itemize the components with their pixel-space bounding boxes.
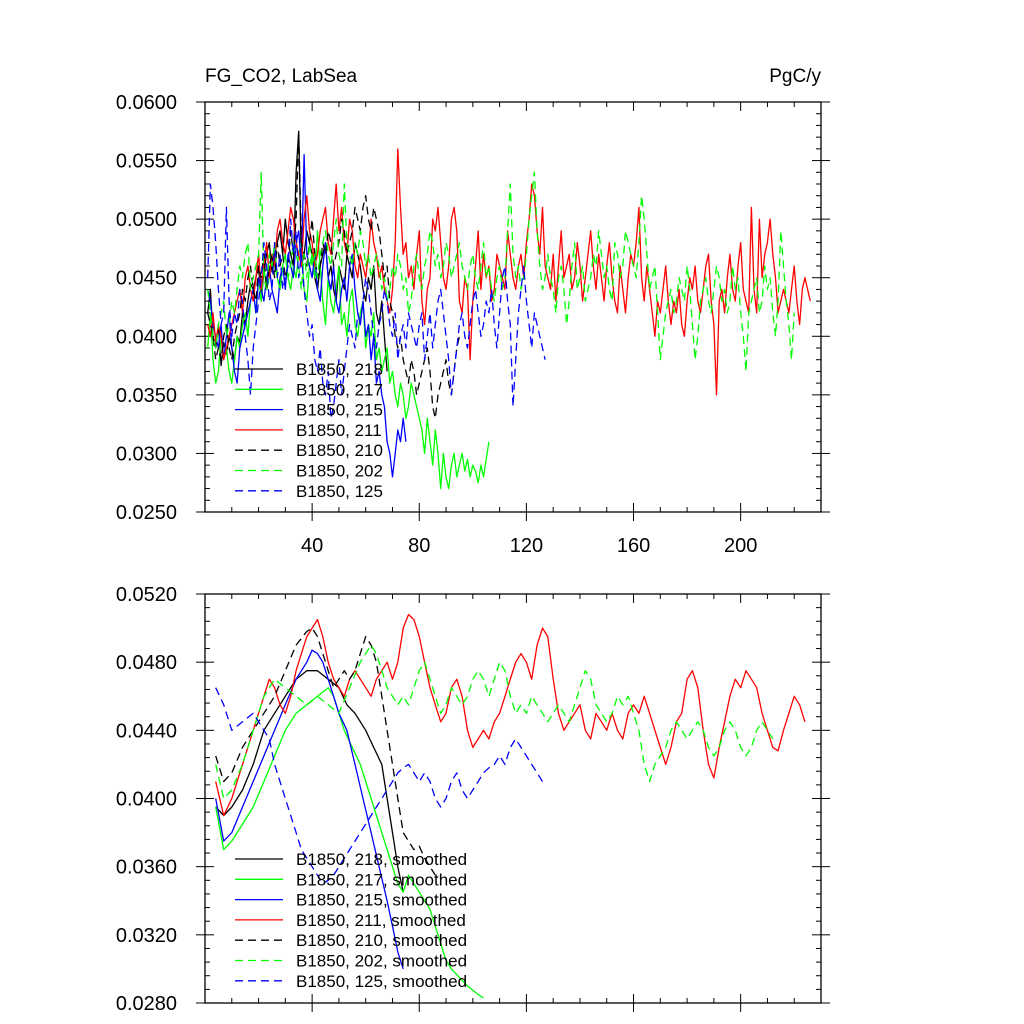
top-legend-label: B1850, 210 (296, 441, 383, 460)
bottom-legend-label: B1850, 210, smoothed (296, 931, 467, 950)
bottom-axes: 0.0280 0.0320 0.0360 0.0400 0.0440 0.0480 0.05… (116, 584, 830, 1015)
bottom-series-line-5 (215, 627, 436, 876)
bottom-y-tick-label: 0.0280 (116, 993, 177, 1015)
top-y-tick-label: 0.0400 (116, 326, 177, 348)
top-legend-label: B1850, 215 (296, 401, 383, 420)
bottom-y-tick-label: 0.0360 (116, 857, 177, 879)
bottom-y-tick-label: 0.0520 (116, 584, 177, 606)
top-y-tick-label: 0.0350 (116, 385, 177, 407)
top-legend-label: B1850, 211 (296, 421, 382, 440)
top-series-line-6 (207, 171, 795, 373)
top-series-line-3 (207, 154, 407, 478)
bottom-series-line-4 (215, 613, 806, 817)
top-y-tick-label: 0.0500 (116, 209, 177, 231)
top-x-tick-label: 80 (408, 535, 430, 557)
top-series-line-4 (207, 148, 811, 396)
top-x-tick-label: 200 (724, 535, 757, 557)
top-chart-units: PgC/y (769, 66, 821, 87)
top-legend-label: B1850, 125 (296, 482, 383, 501)
bottom-chart-panel: 0.0280 0.0320 0.0360 0.0400 0.0440 0.0480 0.05… (116, 584, 830, 1015)
top-series-line-5 (207, 130, 461, 419)
bottom-series-line-6 (215, 644, 774, 800)
top-legend-label: B1850, 217 (296, 380, 383, 399)
top-x-tick-label: 160 (617, 535, 650, 557)
bottom-series-line-2 (215, 687, 484, 999)
top-series-line-7 (207, 183, 546, 419)
bottom-series-line-3 (215, 649, 404, 970)
top-legend-label: B1850, 218 (296, 360, 383, 379)
bottom-legend-label: B1850, 215, smoothed (296, 891, 467, 910)
bottom-y-tick-label: 0.0480 (116, 652, 177, 674)
top-chart-title: FG_CO2, LabSea (205, 66, 358, 87)
bottom-legend-label: B1850, 217, smoothed (296, 870, 467, 889)
top-y-tick-label: 0.0300 (116, 443, 177, 465)
bottom-legend-label: B1850, 218, smoothed (296, 850, 467, 869)
bottom-y-tick-label: 0.0440 (116, 720, 177, 742)
top-y-tick-label: 0.0450 (116, 268, 177, 290)
top-x-tick-label: 40 (301, 535, 323, 557)
bottom-series-line-7 (215, 687, 544, 885)
top-legend-label: B1850, 202 (296, 462, 383, 481)
top-y-tick-label: 0.0550 (116, 151, 177, 173)
top-y-tick-label: 0.0600 (116, 92, 177, 114)
top-plot-frame (204, 101, 822, 513)
bottom-y-tick-label: 0.0320 (116, 925, 177, 947)
top-x-tick-label: 120 (510, 535, 543, 557)
top-chart-panel: FG_CO2, LabSea PgC/y 40 80 120 160 200 0.0250… (116, 66, 830, 557)
bottom-series-line-1 (215, 670, 404, 893)
bottom-y-tick-label: 0.0400 (116, 789, 177, 811)
bottom-legend-label: B1850, 125, smoothed (296, 972, 467, 991)
top-y-tick-label: 0.0250 (116, 502, 177, 524)
top-series-group (207, 130, 811, 490)
bottom-legend-label: B1850, 202, smoothed (296, 952, 467, 971)
top-axes: 40 80 120 160 200 0.0250 0.0300 0.0350 0.0400 0.0… (116, 92, 830, 557)
bottom-series-group (215, 613, 806, 999)
bottom-legend-label: B1850, 211, smoothed (296, 911, 466, 930)
